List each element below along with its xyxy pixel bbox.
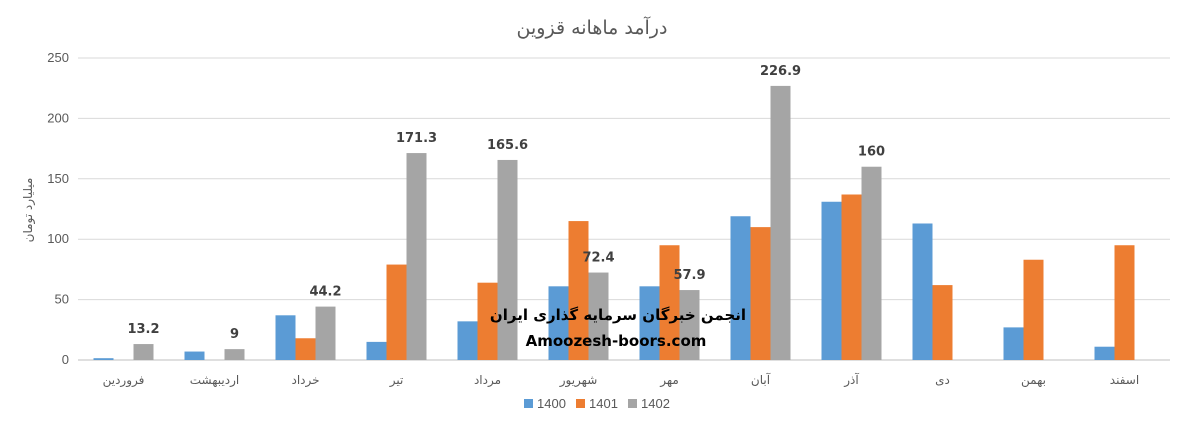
bar-1401-11 xyxy=(1023,259,1044,360)
bar-1401-9 xyxy=(841,194,862,360)
x-tick-label: آذر xyxy=(843,372,859,388)
x-tick-label: آبان xyxy=(751,372,771,387)
data-label: 226.9 xyxy=(760,64,801,79)
gridlines xyxy=(78,57,1170,361)
bar-1400-2 xyxy=(184,351,205,360)
bar-1402-9 xyxy=(861,166,882,360)
legend-swatch-1400 xyxy=(524,399,533,408)
bar-1400-12 xyxy=(1094,346,1115,360)
x-tick-label: فروردین xyxy=(103,373,145,388)
chart-title: درآمد ماهانه قزوین xyxy=(517,15,668,39)
bar-1400-7 xyxy=(639,286,660,360)
bar-1400-8 xyxy=(730,216,751,360)
bar-1402-5 xyxy=(497,159,518,360)
bar-1402-6 xyxy=(588,272,609,360)
bar-1400-1 xyxy=(93,358,114,360)
bar-1401-5 xyxy=(477,282,498,360)
y-tick-label: 50 xyxy=(55,292,69,307)
x-tick-label: مهر xyxy=(659,373,679,388)
x-tick-label: مرداد xyxy=(474,373,501,388)
bar-1401-3 xyxy=(295,338,316,360)
x-tick-label: اردیبهشت xyxy=(190,373,239,388)
bar-1401-8 xyxy=(750,227,771,360)
y-tick-label: 150 xyxy=(47,171,69,186)
bars xyxy=(93,85,1135,361)
bar-1401-4 xyxy=(386,264,407,360)
watermark-line-1: انجمن خبرگان سرمایه گذاری ایران xyxy=(490,306,746,324)
y-tick-label: 100 xyxy=(47,231,69,246)
y-tick-label: 0 xyxy=(62,352,69,367)
x-tick-label: بهمن xyxy=(1021,373,1046,388)
bar-1401-12 xyxy=(1114,245,1135,360)
bar-1402-8 xyxy=(770,85,791,361)
bar-1401-6 xyxy=(568,221,589,360)
watermark: انجمن خبرگان سرمایه گذاری ایران Amoozesh… xyxy=(490,306,746,350)
legend-label-1402: 1402 xyxy=(641,396,670,411)
legend-swatch-1402 xyxy=(628,399,637,408)
x-tick-label: تیر xyxy=(389,373,404,388)
legend-label-1401: 1401 xyxy=(589,396,618,411)
bar-1400-10 xyxy=(912,223,933,360)
bar-1401-10 xyxy=(932,285,953,360)
data-label: 171.3 xyxy=(396,131,437,146)
data-label: 9 xyxy=(230,327,239,342)
bar-1400-6 xyxy=(548,286,569,360)
bar-1402-7 xyxy=(679,290,700,360)
data-label: 13.2 xyxy=(127,322,159,337)
x-tick-label: دی xyxy=(935,373,950,387)
x-tick-label: خرداد xyxy=(291,373,319,388)
y-axis-ticks: 0 50 100 150 200 250 xyxy=(47,50,69,367)
bar-1400-9 xyxy=(821,201,842,360)
bar-1402-3 xyxy=(315,306,336,360)
bar-1400-11 xyxy=(1003,327,1024,360)
bar-1400-4 xyxy=(366,341,387,360)
bar-1400-5 xyxy=(457,321,478,360)
bar-1402-4 xyxy=(406,153,427,360)
data-labels: 13.2 9 44.2 171.3 165.6 72.4 57.9 226.9 160 xyxy=(127,64,885,342)
bar-1400-3 xyxy=(275,315,296,360)
bar-1402-1 xyxy=(133,344,154,360)
data-label: 165.6 xyxy=(487,138,528,153)
y-axis-label: میلیارد تومان xyxy=(21,178,36,243)
watermark-line-2: Amoozesh-boors.com xyxy=(526,332,707,350)
data-label: 44.2 xyxy=(309,285,341,300)
data-label: 160 xyxy=(858,145,885,160)
bar-1402-2 xyxy=(224,349,245,360)
legend-swatch-1401 xyxy=(576,399,585,408)
data-label: 57.9 xyxy=(673,268,705,283)
bar-1401-7 xyxy=(659,245,680,360)
x-tick-label: شهریور xyxy=(559,373,598,388)
category-labels: فروردین اردیبهشت خرداد تیر مرداد شهریور مهر آبا… xyxy=(103,372,1140,388)
x-tick-label: اسفند xyxy=(1110,373,1139,387)
legend-label-1400: 1400 xyxy=(537,396,566,411)
y-tick-label: 200 xyxy=(47,110,69,125)
legend: 1400 1401 1402 xyxy=(524,396,670,411)
y-tick-label: 250 xyxy=(47,50,69,65)
data-label: 72.4 xyxy=(582,251,614,266)
